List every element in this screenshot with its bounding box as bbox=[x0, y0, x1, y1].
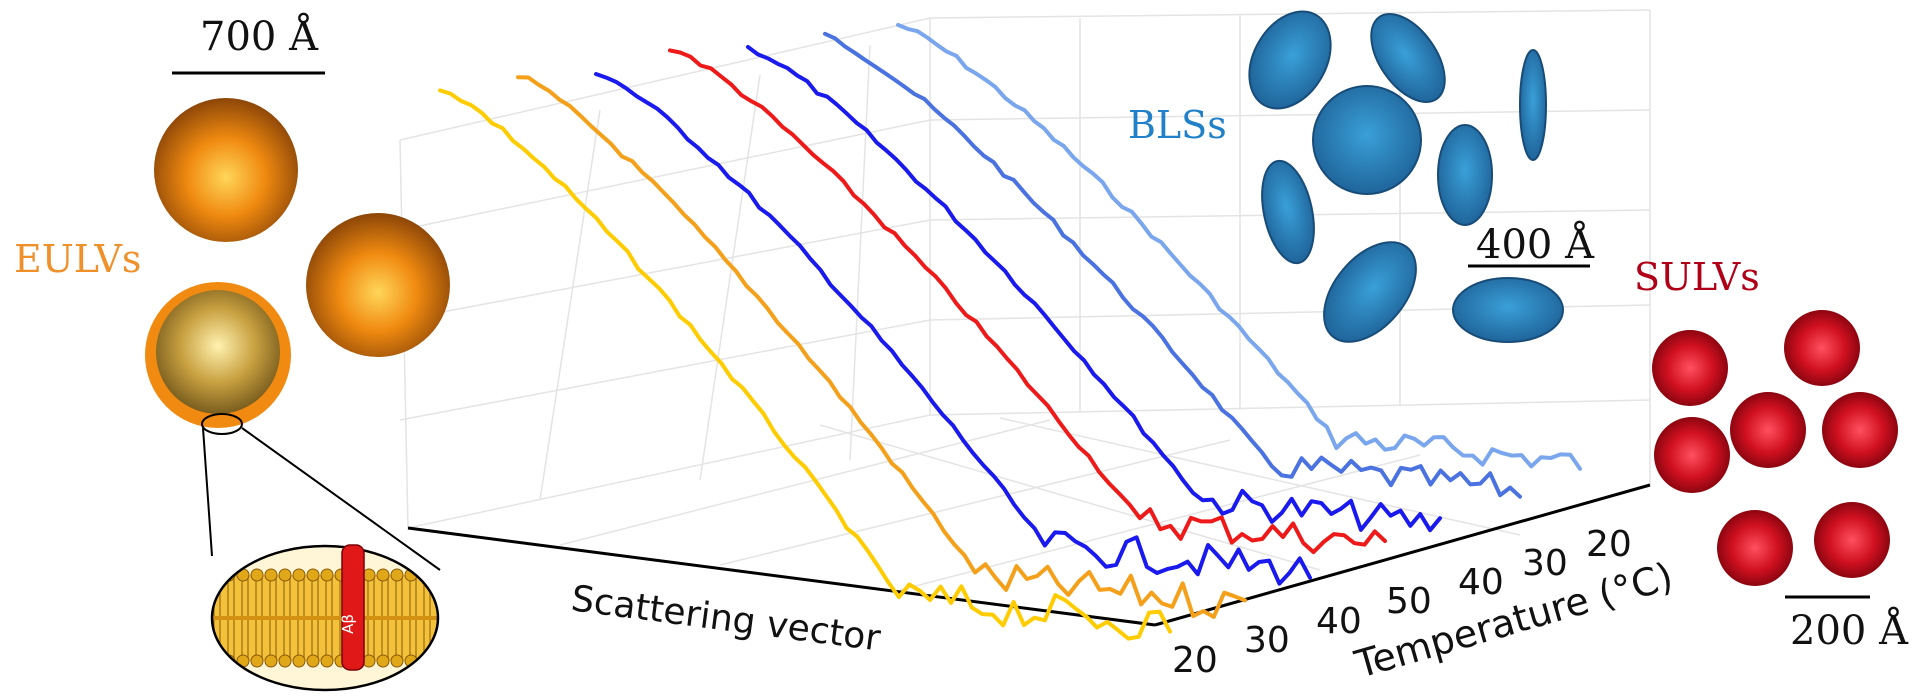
grid-line bbox=[819, 424, 1321, 571]
scale-label-200: 200 Å bbox=[1790, 607, 1909, 654]
grid-line bbox=[719, 439, 1231, 566]
depth-tick: 30 bbox=[1244, 620, 1290, 661]
sulvs-label: SULVs bbox=[1634, 255, 1760, 299]
red-vesicle-icon bbox=[1822, 392, 1898, 468]
red-vesicle-icon bbox=[1717, 510, 1793, 586]
orange-vesicle-icon bbox=[306, 213, 450, 357]
eulvs-group: 700 Å EULVs bbox=[14, 13, 450, 692]
grid-line bbox=[399, 319, 931, 421]
scattering-curve bbox=[746, 45, 1442, 533]
scattering-curve bbox=[823, 31, 1522, 499]
orange-vesicle-icon bbox=[145, 282, 291, 428]
grid-line bbox=[699, 74, 761, 481]
x-axis-label: Scattering vector bbox=[569, 578, 883, 659]
scattering-curve bbox=[594, 72, 1312, 586]
blue-bicelle-disc-icon bbox=[1519, 49, 1547, 161]
blue-bicelle-disc-icon bbox=[1323, 241, 1417, 343]
axis-spines bbox=[407, 483, 1651, 627]
blue-bicelle-disc-icon bbox=[1248, 10, 1332, 110]
grid-line bbox=[399, 17, 931, 141]
scattering-curve bbox=[896, 22, 1582, 471]
depth-tick: 20 bbox=[1172, 640, 1218, 681]
red-vesicle-icon bbox=[1654, 417, 1730, 493]
grid-line bbox=[849, 44, 871, 461]
abeta-peptide-icon: Aβ bbox=[339, 544, 365, 671]
red-vesicle-icon bbox=[1784, 310, 1860, 386]
abeta-label: Aβ bbox=[339, 614, 357, 634]
blue-bicelle-disc-icon bbox=[1261, 159, 1315, 265]
grid-line bbox=[929, 399, 1651, 416]
lipid-bilayer-inset-icon: Aβ bbox=[210, 544, 440, 692]
blss-group: BLSs 400 Å bbox=[1128, 10, 1595, 343]
depth-tick: 50 bbox=[1386, 581, 1432, 622]
grid-line bbox=[559, 419, 1051, 546]
scattering-curve bbox=[516, 75, 1247, 619]
depth-ticks-back: 40 30 20 bbox=[1458, 524, 1632, 603]
eulvs-label: EULVs bbox=[14, 237, 141, 281]
zoom-marker bbox=[201, 413, 243, 435]
grid-line bbox=[999, 417, 1521, 536]
red-vesicle-icon bbox=[1814, 502, 1890, 578]
scattering-curves bbox=[438, 22, 1582, 641]
red-vesicle-icon bbox=[1730, 392, 1806, 468]
sulvs-group: SULVs 200 Å bbox=[1634, 255, 1909, 654]
grid-line bbox=[399, 119, 931, 231]
blss-label: BLSs bbox=[1128, 103, 1227, 147]
blue-bicelle-disc-icon bbox=[1312, 85, 1422, 195]
depth-tick: 20 bbox=[1586, 524, 1632, 565]
blue-bicelle-disc-icon bbox=[1370, 13, 1446, 103]
grid-line bbox=[407, 414, 931, 529]
scattering-curve bbox=[438, 88, 1172, 641]
blue-bicelle-disc-icon bbox=[1452, 277, 1564, 343]
zoom-line bbox=[202, 427, 213, 557]
x-axis-line bbox=[407, 526, 1156, 627]
scattering-curve bbox=[668, 48, 1387, 555]
depth-axis-line bbox=[1154, 483, 1651, 627]
blue-bicelle-disc-icon bbox=[1437, 124, 1493, 226]
grid-line bbox=[399, 219, 931, 321]
red-vesicle-icon bbox=[1652, 330, 1728, 406]
depth-tick: 40 bbox=[1316, 601, 1362, 642]
zoom-line bbox=[241, 427, 441, 571]
grid-line bbox=[539, 109, 601, 501]
depth-tick: 40 bbox=[1458, 562, 1504, 603]
depth-tick: 30 bbox=[1522, 543, 1568, 584]
orange-vesicle-icon bbox=[154, 98, 298, 242]
scale-label-700: 700 Å bbox=[200, 13, 319, 60]
depth-ticks-front: 20 30 40 50 bbox=[1172, 581, 1432, 681]
scale-label-400: 400 Å bbox=[1476, 221, 1595, 268]
